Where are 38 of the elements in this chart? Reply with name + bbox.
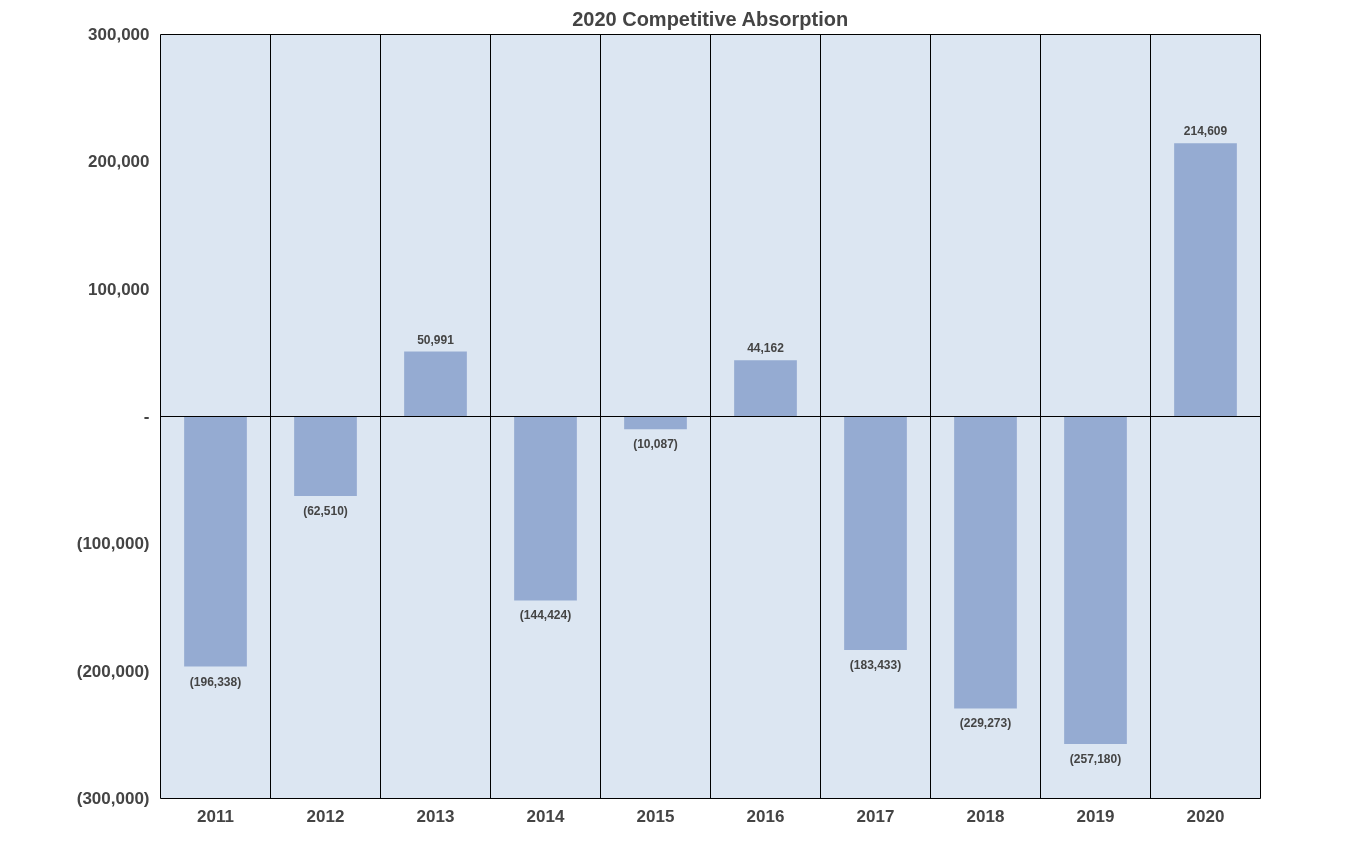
bar [184, 416, 247, 667]
data-label: (229,273) [959, 716, 1012, 731]
data-label: (10,087) [633, 437, 678, 452]
y-tick-label: (200,000) [76, 661, 150, 681]
x-tick-label: 2016 [746, 806, 785, 826]
bar [734, 360, 797, 417]
y-tick-label: 300,000 [88, 25, 150, 44]
data-label: 44,162 [747, 341, 785, 356]
chart-title: 2020 Competitive Absorption [572, 7, 849, 30]
bar [404, 351, 467, 417]
data-label: (62,510) [303, 504, 348, 519]
data-label: 50,991 [417, 332, 455, 347]
data-label: (257,180) [1069, 751, 1122, 766]
x-tick-label: 2013 [416, 806, 455, 826]
bar [1174, 143, 1237, 417]
data-label: 214,609 [1183, 124, 1228, 139]
x-tick-label: 2015 [636, 806, 675, 826]
bar [1064, 416, 1127, 744]
x-tick-label: 2018 [966, 806, 1005, 826]
bar [844, 416, 907, 651]
data-label: (183,433) [849, 658, 902, 673]
y-tick-label: 200,000 [88, 152, 150, 172]
x-tick-label: 2017 [856, 806, 895, 826]
bar [624, 416, 687, 430]
x-tick-label: 2019 [1076, 806, 1115, 826]
bar [514, 416, 577, 601]
y-tick-label: 100,000 [88, 279, 150, 299]
y-tick-label: (300,000) [76, 789, 150, 808]
x-tick-label: 2011 [197, 806, 234, 826]
x-tick-label: 2012 [306, 806, 345, 826]
y-tick-label: - [143, 407, 150, 426]
x-tick-label: 2014 [526, 806, 565, 826]
data-label: (196,338) [189, 674, 242, 689]
data-label: (144,424) [519, 608, 572, 623]
y-tick-label: (100,000) [76, 534, 150, 554]
bar [954, 416, 1017, 709]
bar [294, 416, 357, 497]
x-tick-label: 2020 [1186, 806, 1225, 826]
